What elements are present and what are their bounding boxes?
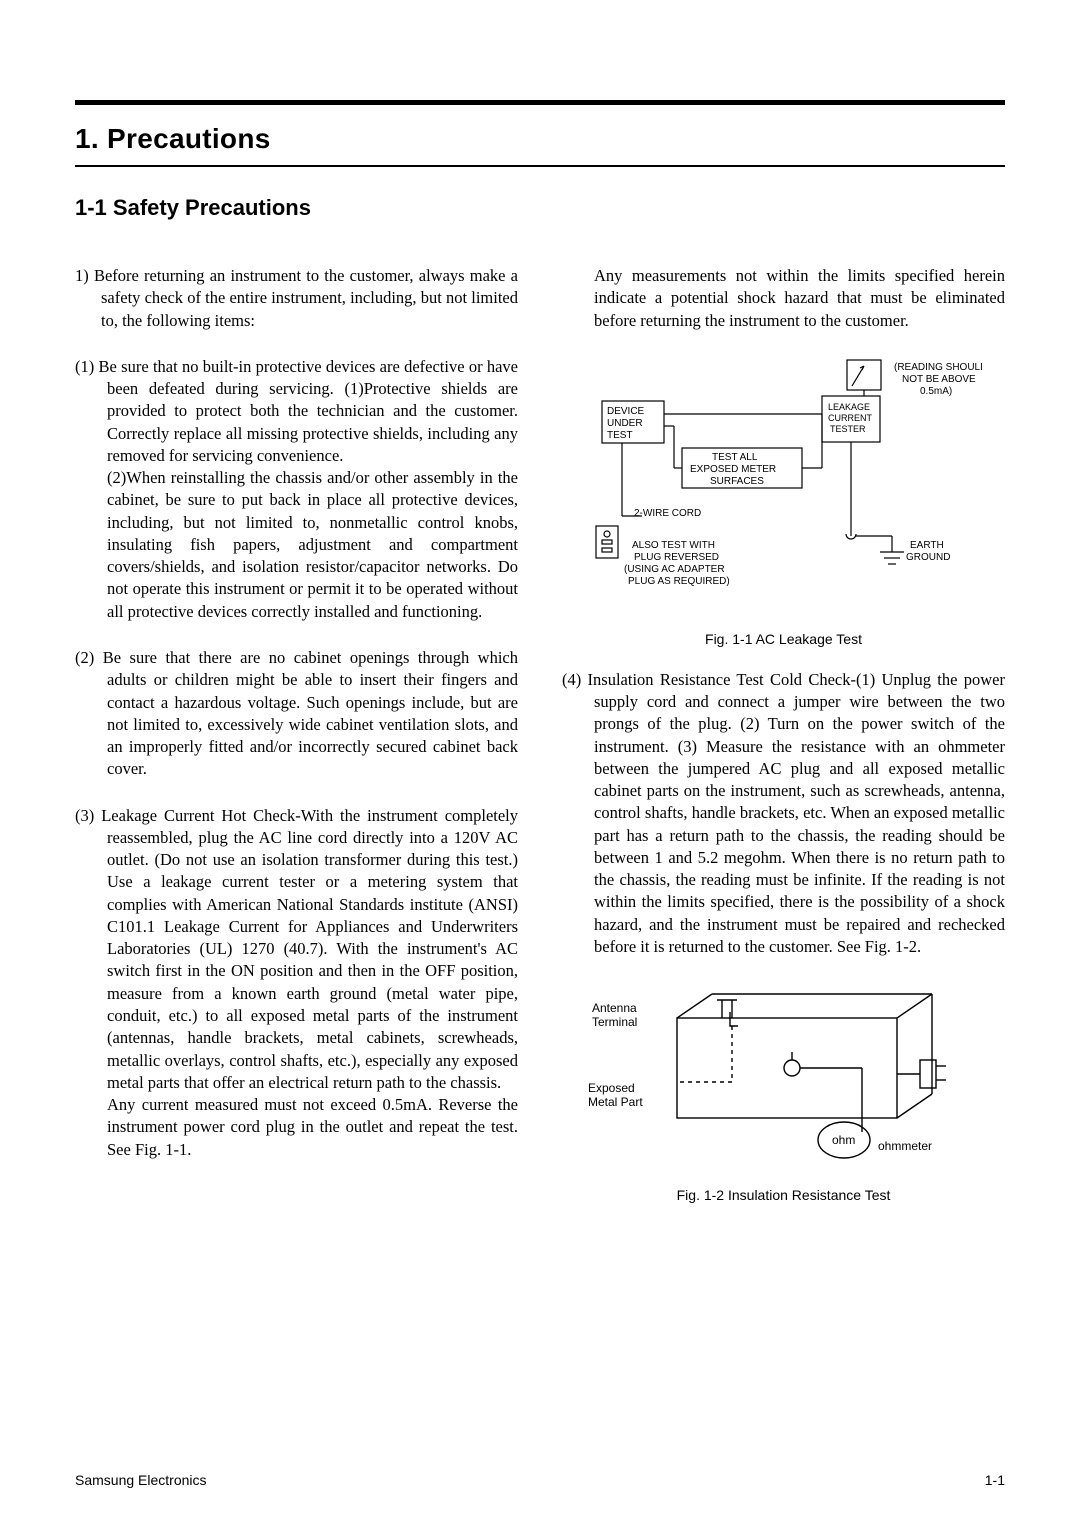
- svg-text:ohmmeter: ohmmeter: [878, 1139, 932, 1153]
- text-3: Be sure that there are no cabinet openin…: [103, 648, 518, 778]
- num-5: (4): [562, 670, 581, 689]
- two-column-layout: 1) Before returning an instrument to the…: [75, 265, 1005, 1225]
- svg-text:TEST: TEST: [607, 430, 633, 441]
- text-4b: Any current measured must not exceed 0.5…: [75, 1094, 518, 1161]
- svg-text:PLUG REVERSED: PLUG REVERSED: [634, 552, 719, 563]
- figure-1-2: Antenna Terminal Exposed Metal Part ohm …: [562, 982, 1005, 1203]
- left-column: 1) Before returning an instrument to the…: [75, 265, 518, 1225]
- para-5: (4) Insulation Resistance Test Cold Chec…: [562, 669, 1005, 958]
- para-3: (2) Be sure that there are no cabinet op…: [75, 647, 518, 781]
- page-footer: Samsung Electronics 1-1: [75, 1472, 1005, 1488]
- svg-text:TESTER: TESTER: [830, 424, 866, 434]
- svg-text:Exposed: Exposed: [588, 1081, 635, 1095]
- under-title-rule: [75, 165, 1005, 167]
- para-4: (3) Leakage Current Hot Check-With the i…: [75, 805, 518, 1161]
- svg-text:LEAKAGE: LEAKAGE: [828, 402, 870, 412]
- svg-text:Metal Part: Metal Part: [588, 1095, 643, 1109]
- para-1: 1) Before returning an instrument to the…: [75, 265, 518, 332]
- para-right-top: Any measurements not within the limits s…: [562, 265, 1005, 332]
- svg-text:NOT BE ABOVE: NOT BE ABOVE: [902, 374, 976, 385]
- num-3: (2): [75, 648, 94, 667]
- svg-text:Antenna: Antenna: [592, 1001, 637, 1015]
- svg-text:DEVICE: DEVICE: [607, 406, 645, 417]
- svg-text:2-WIRE CORD: 2-WIRE CORD: [634, 508, 701, 519]
- svg-text:(READING SHOULD: (READING SHOULD: [894, 362, 982, 373]
- fig1-caption: Fig. 1-1 AC Leakage Test: [562, 631, 1005, 647]
- text-2a: Be sure that no built-in protective devi…: [99, 357, 518, 465]
- num-4: (3): [75, 806, 94, 825]
- text-1: Before returning an instrument to the cu…: [94, 266, 518, 330]
- num-2: (1): [75, 357, 94, 376]
- footer-left: Samsung Electronics: [75, 1472, 207, 1488]
- subsection-title: 1-1 Safety Precautions: [75, 195, 1005, 221]
- svg-text:EXPOSED METER: EXPOSED METER: [690, 464, 776, 475]
- section-title: 1. Precautions: [75, 123, 1005, 155]
- svg-text:GROUND: GROUND: [906, 552, 950, 563]
- text-2b: (2)When reinstalling the chassis and/or …: [75, 467, 518, 623]
- svg-text:PLUG AS REQUIRED): PLUG AS REQUIRED): [628, 576, 730, 587]
- svg-text:Terminal: Terminal: [592, 1015, 637, 1029]
- svg-text:TEST ALL: TEST ALL: [712, 452, 758, 463]
- svg-text:UNDER: UNDER: [607, 418, 643, 429]
- text-right-top: Any measurements not within the limits s…: [562, 265, 1005, 332]
- svg-text:EARTH: EARTH: [910, 540, 944, 551]
- svg-text:ALSO TEST WITH: ALSO TEST WITH: [632, 540, 715, 551]
- svg-text:0.5mA): 0.5mA): [920, 386, 952, 397]
- fig1-svg: DEVICE UNDER TEST LEAKAGE CURRENT TESTER…: [562, 356, 982, 616]
- num-1: 1): [75, 266, 89, 285]
- svg-text:ohm: ohm: [832, 1133, 855, 1147]
- footer-right: 1-1: [985, 1472, 1005, 1488]
- para-2: (1) Be sure that no built-in protective …: [75, 356, 518, 623]
- top-rule: [75, 100, 1005, 105]
- fig2-svg: Antenna Terminal Exposed Metal Part ohm …: [562, 982, 982, 1172]
- text-5: Insulation Resistance Test Cold Check-(1…: [588, 670, 1005, 956]
- svg-text:(USING AC ADAPTER: (USING AC ADAPTER: [624, 564, 725, 575]
- fig2-caption: Fig. 1-2 Insulation Resistance Test: [562, 1187, 1005, 1203]
- svg-text:CURRENT: CURRENT: [828, 413, 873, 423]
- figure-1-1: DEVICE UNDER TEST LEAKAGE CURRENT TESTER…: [562, 356, 1005, 647]
- right-column: Any measurements not within the limits s…: [562, 265, 1005, 1225]
- svg-text:SURFACES: SURFACES: [710, 476, 764, 487]
- text-4a: Leakage Current Hot Check-With the instr…: [101, 806, 518, 1092]
